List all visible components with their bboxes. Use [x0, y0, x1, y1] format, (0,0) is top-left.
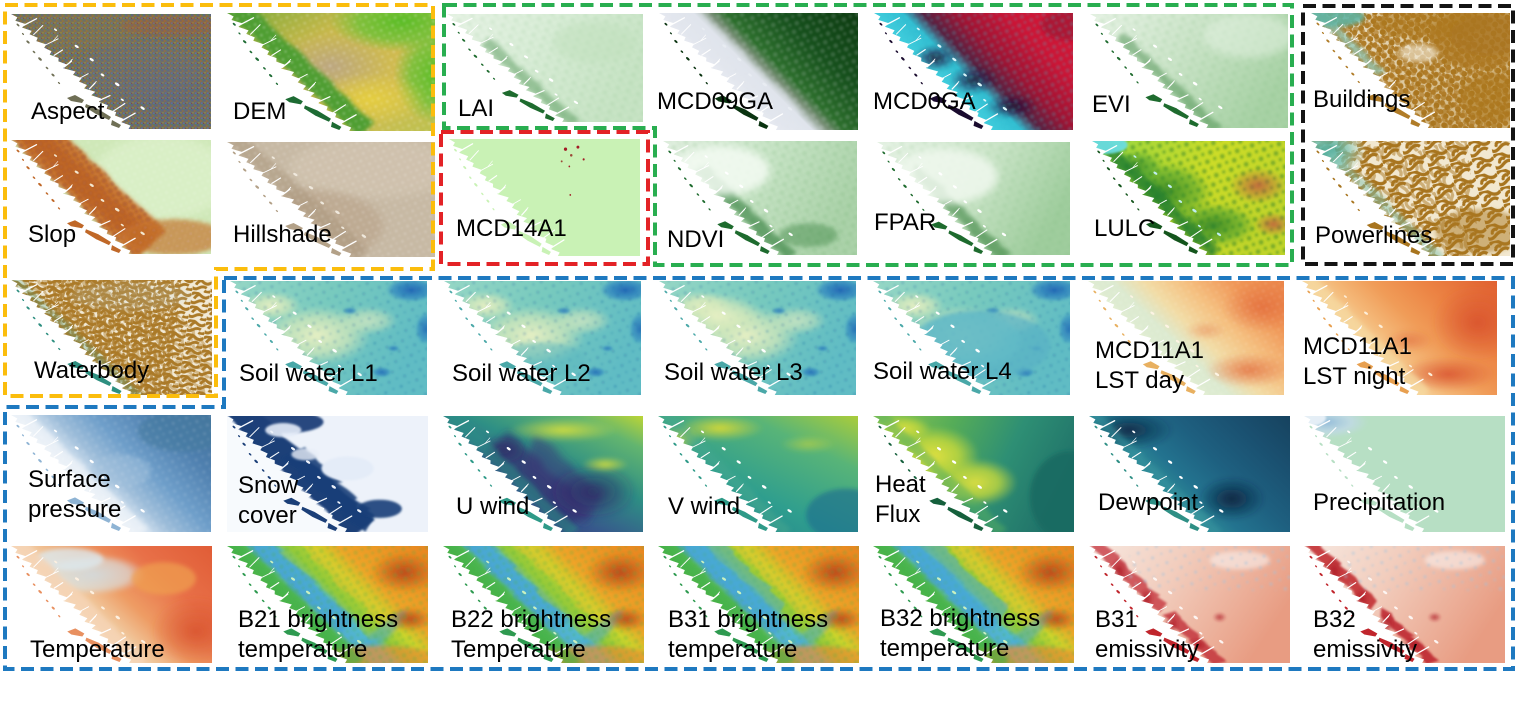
svg-text:cover: cover	[238, 502, 297, 529]
svg-text:pressure: pressure	[28, 496, 121, 523]
svg-text:LST day: LST day	[1095, 367, 1184, 394]
svg-text:FPAR: FPAR	[874, 209, 936, 236]
svg-text:B21 brightness: B21 brightness	[238, 606, 398, 633]
svg-text:Surface: Surface	[28, 466, 111, 493]
svg-text:Dewpoint: Dewpoint	[1098, 489, 1198, 516]
svg-text:B31 brightness: B31 brightness	[668, 606, 828, 633]
svg-text:MCD11A1: MCD11A1	[1303, 333, 1412, 360]
svg-text:Temperature: Temperature	[30, 636, 165, 663]
svg-text:Temperature: Temperature	[451, 636, 586, 663]
svg-text:emissivity: emissivity	[1313, 636, 1417, 663]
svg-text:NDVI: NDVI	[667, 226, 724, 253]
svg-text:temperature: temperature	[668, 636, 797, 663]
svg-text:LULC: LULC	[1094, 215, 1155, 242]
svg-text:MCD09GA: MCD09GA	[657, 88, 773, 115]
svg-text:Heat: Heat	[875, 471, 926, 498]
svg-text:Buildings: Buildings	[1313, 86, 1410, 113]
svg-text:V wind: V wind	[668, 493, 740, 520]
svg-text:B31: B31	[1095, 606, 1138, 633]
svg-text:Precipitation: Precipitation	[1313, 489, 1445, 516]
svg-text:Slop: Slop	[28, 221, 76, 248]
svg-text:Soil water L1: Soil water L1	[239, 360, 378, 387]
svg-text:B32 brightness: B32 brightness	[880, 605, 1040, 632]
svg-text:Waterbody: Waterbody	[34, 357, 149, 384]
svg-text:B22 brightness: B22 brightness	[451, 606, 611, 633]
svg-text:U wind: U wind	[456, 493, 529, 520]
svg-text:Aspect: Aspect	[31, 98, 105, 125]
svg-text:Hillshade: Hillshade	[233, 221, 332, 248]
svg-text:temperature: temperature	[880, 635, 1009, 662]
svg-text:Soil water L2: Soil water L2	[452, 360, 591, 387]
svg-text:Soil water L3: Soil water L3	[664, 359, 803, 386]
svg-text:Flux: Flux	[875, 501, 920, 528]
svg-text:Powerlines: Powerlines	[1315, 222, 1432, 249]
svg-text:B32: B32	[1313, 606, 1356, 633]
svg-text:MCD0GA: MCD0GA	[873, 88, 976, 115]
svg-text:temperature: temperature	[238, 636, 367, 663]
svg-text:EVI: EVI	[1092, 91, 1131, 118]
svg-text:Snow: Snow	[238, 472, 299, 499]
svg-text:Soil water L4: Soil water L4	[873, 358, 1012, 385]
svg-text:DEM: DEM	[233, 98, 286, 125]
svg-text:MCD11A1: MCD11A1	[1095, 337, 1204, 364]
svg-text:LST night: LST night	[1303, 363, 1406, 390]
svg-text:LAI: LAI	[458, 95, 494, 122]
svg-text:MCD14A1: MCD14A1	[456, 215, 567, 242]
svg-text:emissivity: emissivity	[1095, 636, 1199, 663]
